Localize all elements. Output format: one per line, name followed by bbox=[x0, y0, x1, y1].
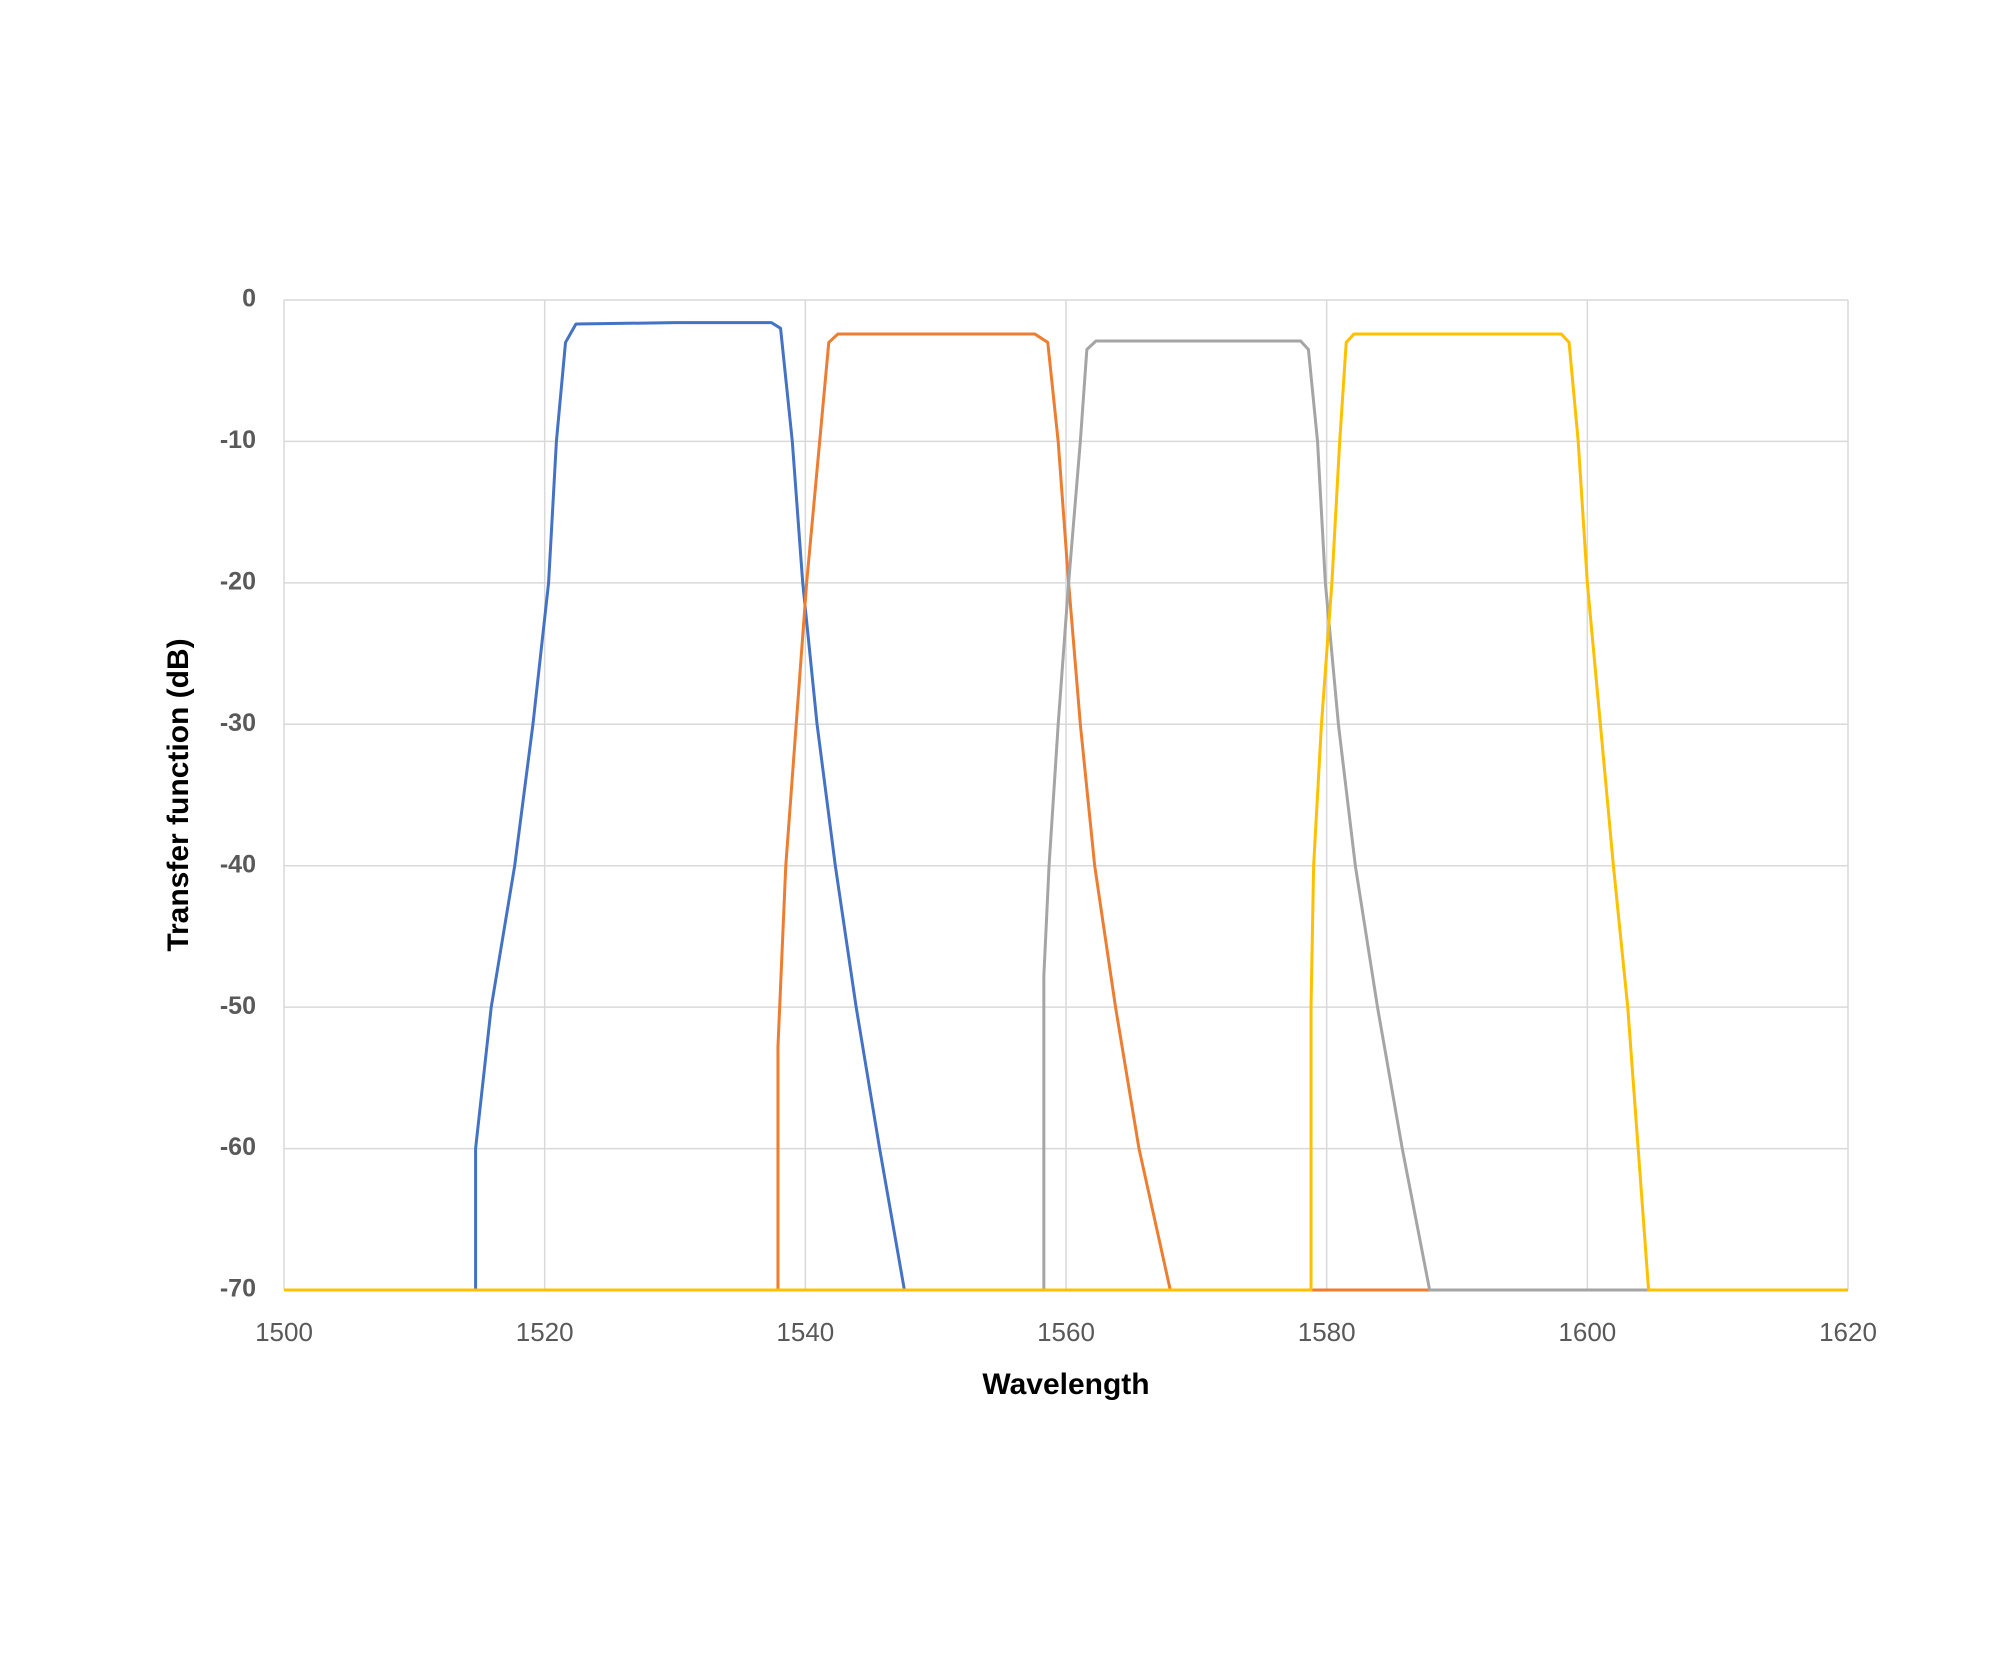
y-tick-label: -30 bbox=[220, 709, 256, 737]
y-tick-label: -40 bbox=[220, 850, 256, 878]
y-tick-label: -60 bbox=[220, 1133, 256, 1161]
y-tick-label: -20 bbox=[220, 567, 256, 595]
y-tick-label: 0 bbox=[242, 285, 256, 313]
x-axis-label: Wavelength bbox=[982, 1368, 1149, 1401]
series-line bbox=[284, 332, 1848, 1292]
y-axis-label: Transfer function (dB) bbox=[162, 638, 195, 951]
y-tick-label: -50 bbox=[220, 992, 256, 1020]
x-tick-label: 1500 bbox=[255, 1317, 313, 1347]
x-tick-label: 1580 bbox=[1298, 1317, 1356, 1347]
series-line bbox=[284, 321, 1848, 1292]
x-tick-label: 1600 bbox=[1558, 1317, 1616, 1347]
y-tick-label: -10 bbox=[220, 426, 256, 454]
x-tick-label: 1560 bbox=[1037, 1317, 1095, 1347]
series-line bbox=[284, 332, 1848, 1292]
y-tick-label: -70 bbox=[220, 1275, 256, 1303]
series-line bbox=[284, 339, 1848, 1292]
x-tick-label: 1540 bbox=[776, 1317, 834, 1347]
x-tick-label: 1520 bbox=[516, 1317, 574, 1347]
x-tick-label: 1620 bbox=[1819, 1317, 1877, 1347]
